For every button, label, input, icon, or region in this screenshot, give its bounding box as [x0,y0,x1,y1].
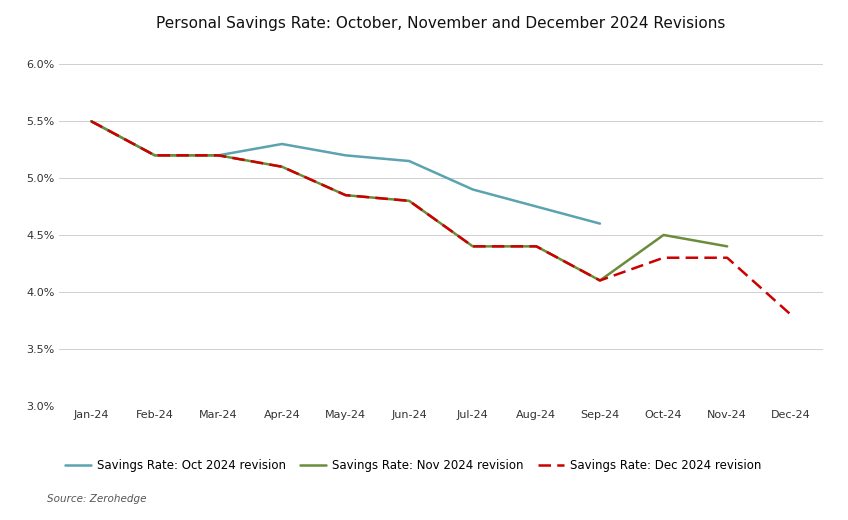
Savings Rate: Oct 2024 revision: (1, 0.052): Oct 2024 revision: (1, 0.052) [149,152,159,159]
Savings Rate: Dec 2024 revision: (4, 0.0485): Dec 2024 revision: (4, 0.0485) [340,192,350,198]
Savings Rate: Oct 2024 revision: (2, 0.052): Oct 2024 revision: (2, 0.052) [213,152,223,159]
Savings Rate: Dec 2024 revision: (2, 0.052): Dec 2024 revision: (2, 0.052) [213,152,223,159]
Savings Rate: Nov 2024 revision: (3, 0.051): Nov 2024 revision: (3, 0.051) [276,164,287,170]
Savings Rate: Nov 2024 revision: (9, 0.045): Nov 2024 revision: (9, 0.045) [658,232,668,238]
Savings Rate: Dec 2024 revision: (9, 0.043): Dec 2024 revision: (9, 0.043) [658,255,668,261]
Savings Rate: Oct 2024 revision: (4, 0.052): Oct 2024 revision: (4, 0.052) [340,152,350,159]
Savings Rate: Oct 2024 revision: (7, 0.0475): Oct 2024 revision: (7, 0.0475) [531,203,541,210]
Savings Rate: Dec 2024 revision: (0, 0.055): Dec 2024 revision: (0, 0.055) [86,118,97,124]
Savings Rate: Dec 2024 revision: (8, 0.041): Dec 2024 revision: (8, 0.041) [594,277,605,283]
Savings Rate: Nov 2024 revision: (0, 0.055): Nov 2024 revision: (0, 0.055) [86,118,97,124]
Savings Rate: Nov 2024 revision: (7, 0.044): Nov 2024 revision: (7, 0.044) [531,243,541,250]
Savings Rate: Dec 2024 revision: (5, 0.048): Dec 2024 revision: (5, 0.048) [404,198,414,204]
Line: Savings Rate: Dec 2024 revision: Savings Rate: Dec 2024 revision [92,121,790,315]
Savings Rate: Oct 2024 revision: (8, 0.046): Oct 2024 revision: (8, 0.046) [594,220,605,227]
Savings Rate: Dec 2024 revision: (11, 0.038): Dec 2024 revision: (11, 0.038) [785,311,795,318]
Text: Source: Zerohedge: Source: Zerohedge [47,494,146,504]
Savings Rate: Oct 2024 revision: (5, 0.0515): Oct 2024 revision: (5, 0.0515) [404,158,414,164]
Savings Rate: Dec 2024 revision: (1, 0.052): Dec 2024 revision: (1, 0.052) [149,152,159,159]
Savings Rate: Nov 2024 revision: (8, 0.041): Nov 2024 revision: (8, 0.041) [594,277,605,283]
Savings Rate: Dec 2024 revision: (6, 0.044): Dec 2024 revision: (6, 0.044) [468,243,478,250]
Savings Rate: Nov 2024 revision: (1, 0.052): Nov 2024 revision: (1, 0.052) [149,152,159,159]
Savings Rate: Dec 2024 revision: (7, 0.044): Dec 2024 revision: (7, 0.044) [531,243,541,250]
Line: Savings Rate: Oct 2024 revision: Savings Rate: Oct 2024 revision [92,121,600,224]
Savings Rate: Oct 2024 revision: (0, 0.055): Oct 2024 revision: (0, 0.055) [86,118,97,124]
Savings Rate: Nov 2024 revision: (4, 0.0485): Nov 2024 revision: (4, 0.0485) [340,192,350,198]
Savings Rate: Nov 2024 revision: (5, 0.048): Nov 2024 revision: (5, 0.048) [404,198,414,204]
Savings Rate: Dec 2024 revision: (10, 0.043): Dec 2024 revision: (10, 0.043) [722,255,732,261]
Title: Personal Savings Rate: October, November and December 2024 Revisions: Personal Savings Rate: October, November… [156,16,726,31]
Savings Rate: Dec 2024 revision: (3, 0.051): Dec 2024 revision: (3, 0.051) [276,164,287,170]
Savings Rate: Oct 2024 revision: (3, 0.053): Oct 2024 revision: (3, 0.053) [276,141,287,147]
Savings Rate: Oct 2024 revision: (6, 0.049): Oct 2024 revision: (6, 0.049) [468,186,478,192]
Savings Rate: Nov 2024 revision: (2, 0.052): Nov 2024 revision: (2, 0.052) [213,152,223,159]
Line: Savings Rate: Nov 2024 revision: Savings Rate: Nov 2024 revision [92,121,727,280]
Legend: Savings Rate: Oct 2024 revision, Savings Rate: Nov 2024 revision, Savings Rate: : Savings Rate: Oct 2024 revision, Savings… [65,459,762,472]
Savings Rate: Nov 2024 revision: (6, 0.044): Nov 2024 revision: (6, 0.044) [468,243,478,250]
Savings Rate: Nov 2024 revision: (10, 0.044): Nov 2024 revision: (10, 0.044) [722,243,732,250]
